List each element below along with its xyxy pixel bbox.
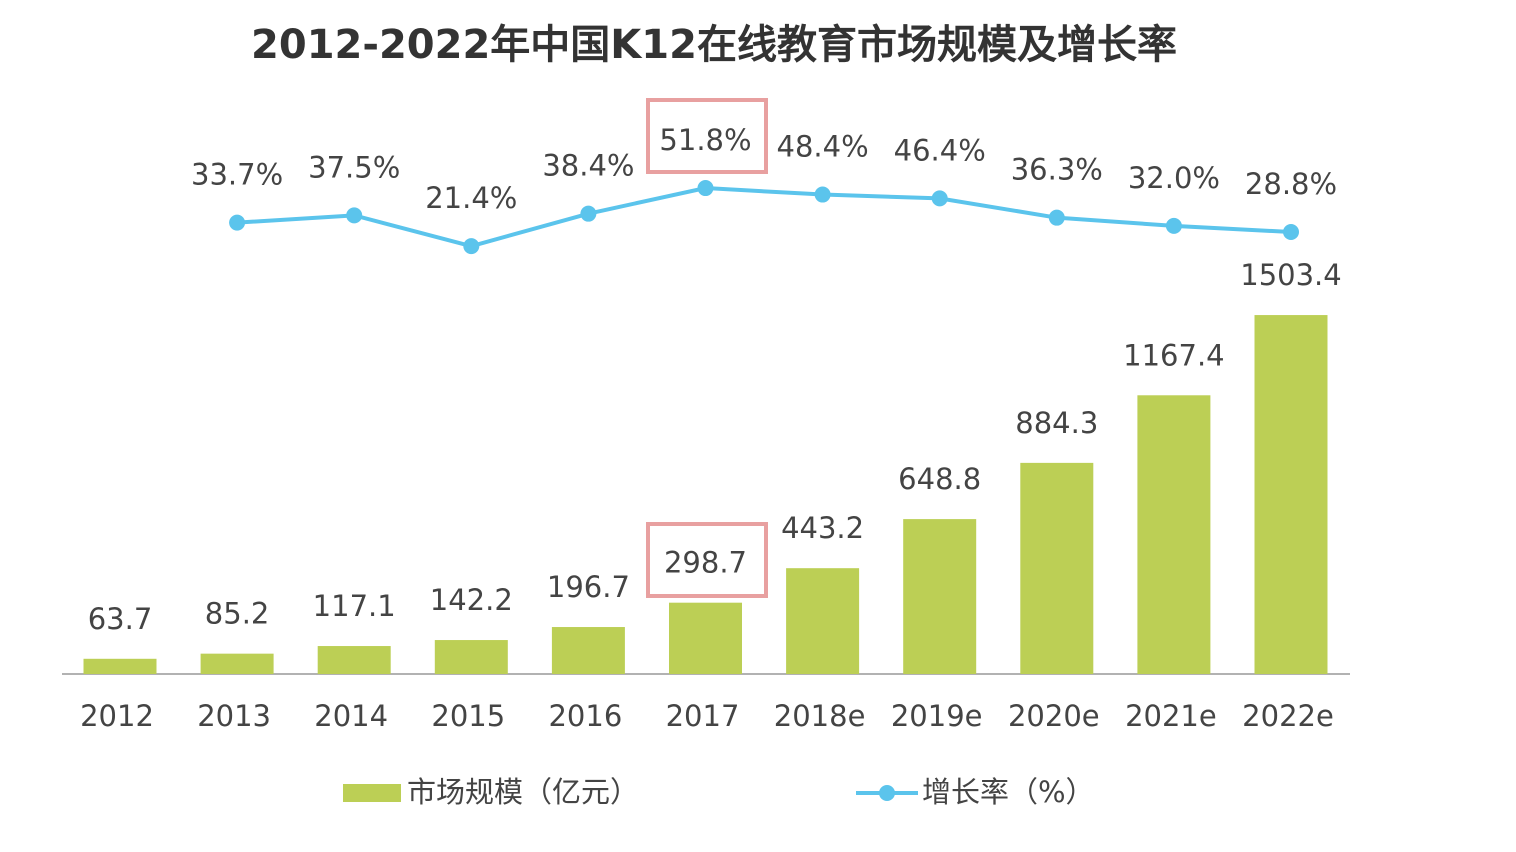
line-point [1165, 217, 1182, 234]
line-point [697, 180, 714, 197]
x-tick-label: 2016 [548, 699, 622, 733]
line-point [1048, 209, 1065, 226]
data-label: 28.8% [1245, 167, 1337, 201]
data-label: 298.7 [664, 546, 747, 580]
data-label: 1503.4 [1240, 258, 1341, 292]
line-point [346, 207, 363, 224]
bar [83, 658, 157, 674]
chart-title: 2012-2022年中国K12在线教育市场规模及增长率 [251, 22, 1177, 68]
line-point [931, 190, 948, 207]
bar [1254, 315, 1328, 674]
data-label: 33.7% [191, 158, 283, 192]
bar [1020, 462, 1094, 674]
data-label: 48.4% [777, 130, 869, 164]
x-tick-label: 2014 [314, 699, 388, 733]
data-label: 196.7 [547, 570, 630, 604]
legend-label: 增长率（%） [922, 775, 1095, 809]
x-tick-label: 2013 [197, 699, 271, 733]
x-tick-label: 2017 [666, 699, 740, 733]
line-point [463, 238, 480, 255]
data-label: 36.3% [1011, 153, 1103, 187]
bar [669, 602, 742, 674]
line-point [1283, 223, 1299, 240]
x-tick-label: 2018e [774, 699, 866, 733]
data-label: 21.4% [425, 181, 517, 215]
legend-swatch [343, 784, 401, 802]
line-point [229, 214, 246, 231]
bar [786, 568, 860, 674]
legend-label: 市场规模（亿元） [407, 775, 639, 809]
bar [903, 519, 977, 674]
bar [1137, 395, 1211, 674]
data-label: 38.4% [542, 149, 634, 183]
bar [434, 640, 508, 674]
x-tick-label: 2019e [891, 699, 983, 733]
highlight-box [646, 522, 768, 598]
line-point [580, 205, 597, 222]
data-label: 85.2 [205, 597, 270, 631]
x-tick-label: 2012 [80, 699, 154, 733]
data-label: 32.0% [1128, 161, 1220, 195]
data-label: 142.2 [430, 583, 513, 617]
data-label: 1167.4 [1123, 338, 1224, 372]
line-point [814, 186, 831, 203]
data-label: 443.2 [781, 511, 864, 545]
data-label: 46.4% [894, 133, 986, 167]
highlight-box [646, 98, 768, 174]
data-label: 63.7 [88, 602, 153, 636]
bar [200, 653, 274, 674]
bar [551, 627, 625, 674]
data-label: 51.8% [659, 123, 751, 157]
data-label: 648.8 [898, 462, 981, 496]
data-label: 117.1 [313, 589, 396, 623]
line [236, 186, 1292, 249]
data-label: 37.5% [308, 150, 400, 184]
legend-swatch [879, 785, 895, 801]
bar [317, 646, 391, 674]
x-tick-label: 2022e [1242, 699, 1334, 733]
x-tick-label: 2015 [431, 699, 505, 733]
x-tick-label: 2020e [1008, 699, 1100, 733]
data-label: 884.3 [1015, 406, 1098, 440]
x-tick-label: 2021e [1125, 699, 1217, 733]
